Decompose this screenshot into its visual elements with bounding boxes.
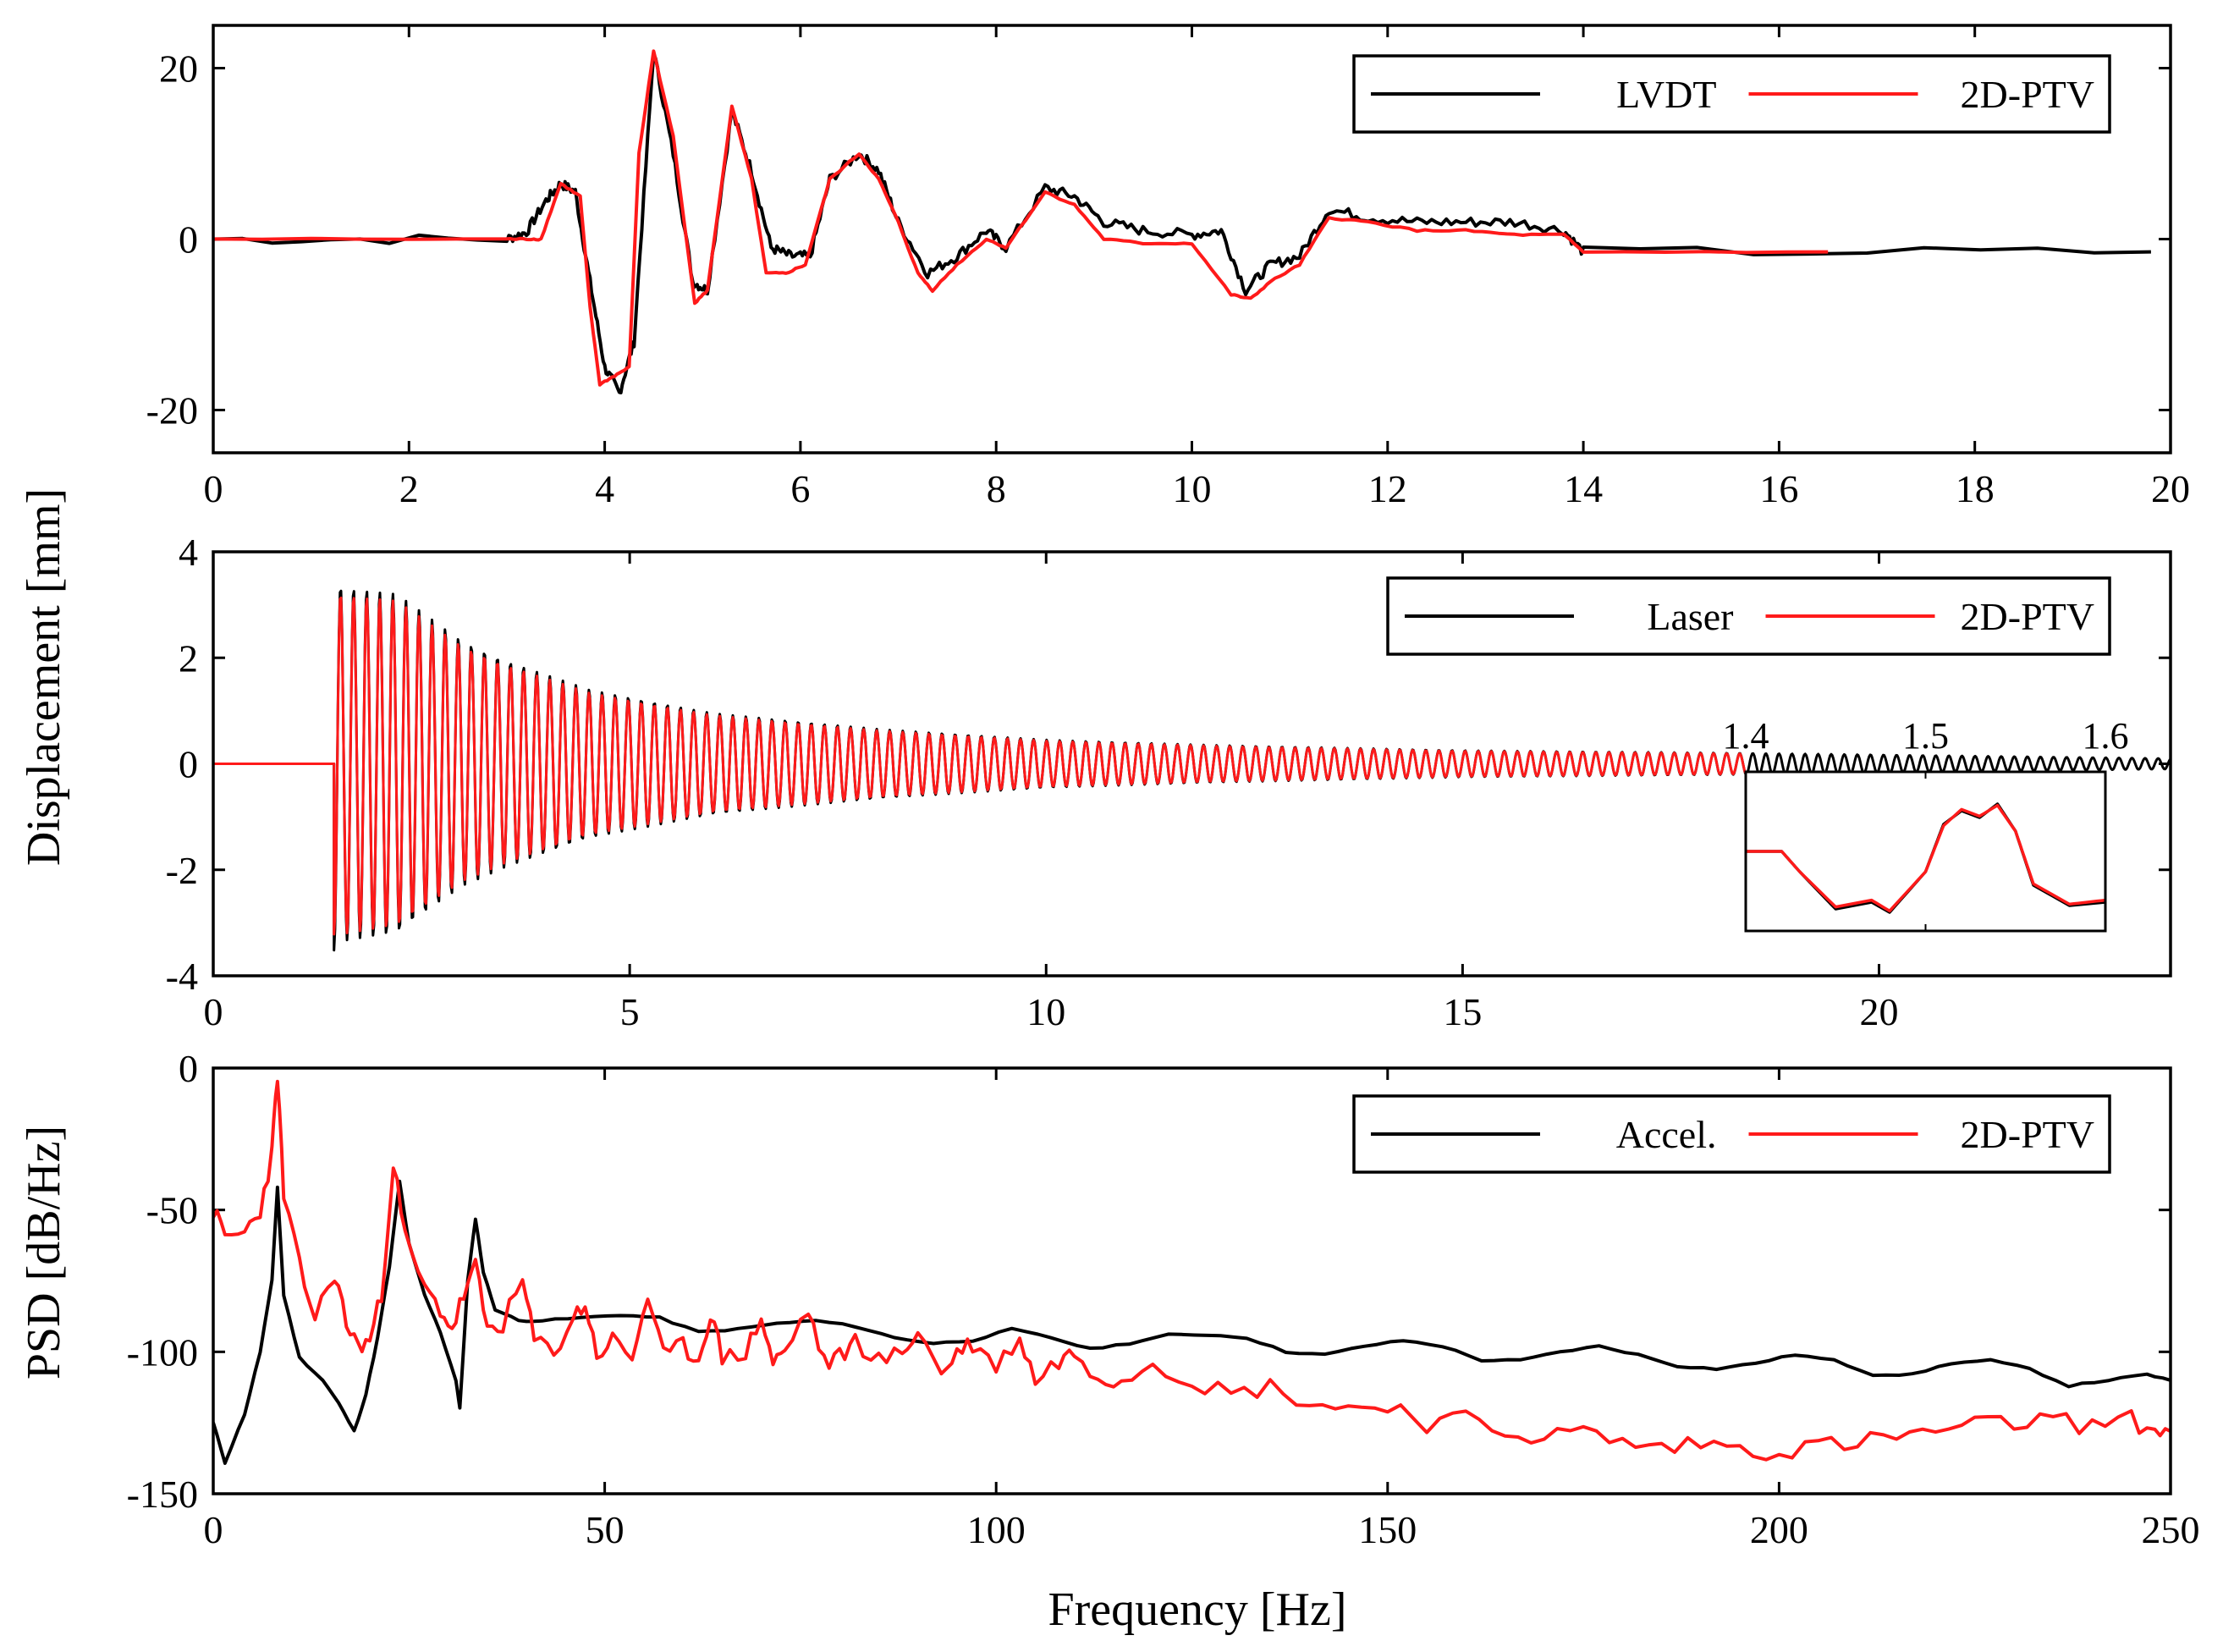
x-tick-label: 14 <box>1564 467 1603 510</box>
y-tick-label: -150 <box>127 1473 198 1516</box>
panel-bottom-psd: 0 50 100 150 200 250 -150 -100 -50 0 Accel. 2D-PTV <box>127 1047 2200 1551</box>
psd-y-axis-label: PSD [dB/Hz] <box>18 1126 70 1379</box>
x-tick-label: 200 <box>1750 1508 1808 1551</box>
series-line-2dptv <box>213 1079 2171 1462</box>
series-line-2dptv <box>213 49 1829 387</box>
y-tick-label: -50 <box>146 1189 198 1232</box>
y-tick-label: 0 <box>179 1047 198 1090</box>
x-tick-label: 10 <box>1173 467 1212 510</box>
y-tick-label: 0 <box>179 743 198 786</box>
y-tick-label: -20 <box>146 389 198 432</box>
frequency-x-axis-label: Frequency [Hz] <box>1048 1583 1347 1636</box>
series-line-accel <box>213 1179 2171 1465</box>
series-line-2dptv <box>213 596 1747 936</box>
x-tick-label: 0 <box>204 990 223 1033</box>
x-tick-label: 8 <box>987 467 1006 510</box>
x-tick-label: 16 <box>1759 467 1798 510</box>
inset-background <box>1746 772 2105 931</box>
legend-top-label: 2D-PTV <box>1961 73 2094 116</box>
axes-frame <box>212 550 2172 977</box>
x-tick-label: 50 <box>586 1508 625 1551</box>
inset-x-tick-label: 1.5 <box>1902 715 1949 757</box>
x-tick-label: 150 <box>1358 1508 1417 1551</box>
x-tick-label: 0 <box>204 1508 223 1551</box>
shared-y-axis-label: Displacement [mm] <box>18 488 70 866</box>
panel-middle-displacement-laser: 0 5 10 15 20 -4 -2 0 2 4 1.4 1.5 1.6 Laser 2D-PTV <box>166 531 2172 1033</box>
legend-middle-label: 2D-PTV <box>1961 595 2094 638</box>
axes-frame <box>212 24 2172 454</box>
x-tick-label: 20 <box>2151 467 2190 510</box>
x-tick-label: 100 <box>967 1508 1026 1551</box>
x-tick-label: 18 <box>1956 467 1995 510</box>
y-tick-label: 4 <box>179 531 198 574</box>
inset-x-tick-label: 1.4 <box>1723 715 1769 757</box>
x-tick-label: 6 <box>790 467 810 510</box>
y-tick-label: -100 <box>127 1330 198 1374</box>
x-tick-label: 15 <box>1443 990 1482 1033</box>
x-tick-label: 250 <box>2142 1508 2200 1551</box>
x-tick-label: 5 <box>620 990 640 1033</box>
x-tick-label: 0 <box>204 467 223 510</box>
inset-x-tick-label: 1.6 <box>2083 715 2129 757</box>
y-tick-label: -2 <box>166 849 198 892</box>
bottom-series-group <box>213 1079 2171 1465</box>
x-tick-label: 10 <box>1026 990 1065 1033</box>
legend-bottom-label: 2D-PTV <box>1961 1113 2094 1156</box>
axes-frame <box>212 1066 2172 1495</box>
y-tick-label: 20 <box>159 47 198 91</box>
x-tick-label: 12 <box>1368 467 1407 510</box>
x-tick-label: 4 <box>595 467 614 510</box>
legend-middle-label: Laser <box>1647 595 1733 638</box>
top-series-group <box>213 49 2151 394</box>
y-tick-label: -4 <box>166 955 198 998</box>
legend-top-label: LVDT <box>1616 73 1716 116</box>
x-tick-label: 2 <box>399 467 419 510</box>
inset-line-2dptv <box>1746 803 2106 913</box>
y-tick-label: 0 <box>179 218 198 262</box>
legend-bottom-label: Accel. <box>1616 1113 1717 1156</box>
x-tick-label: 20 <box>1860 990 1899 1033</box>
y-tick-label: 2 <box>179 636 198 680</box>
